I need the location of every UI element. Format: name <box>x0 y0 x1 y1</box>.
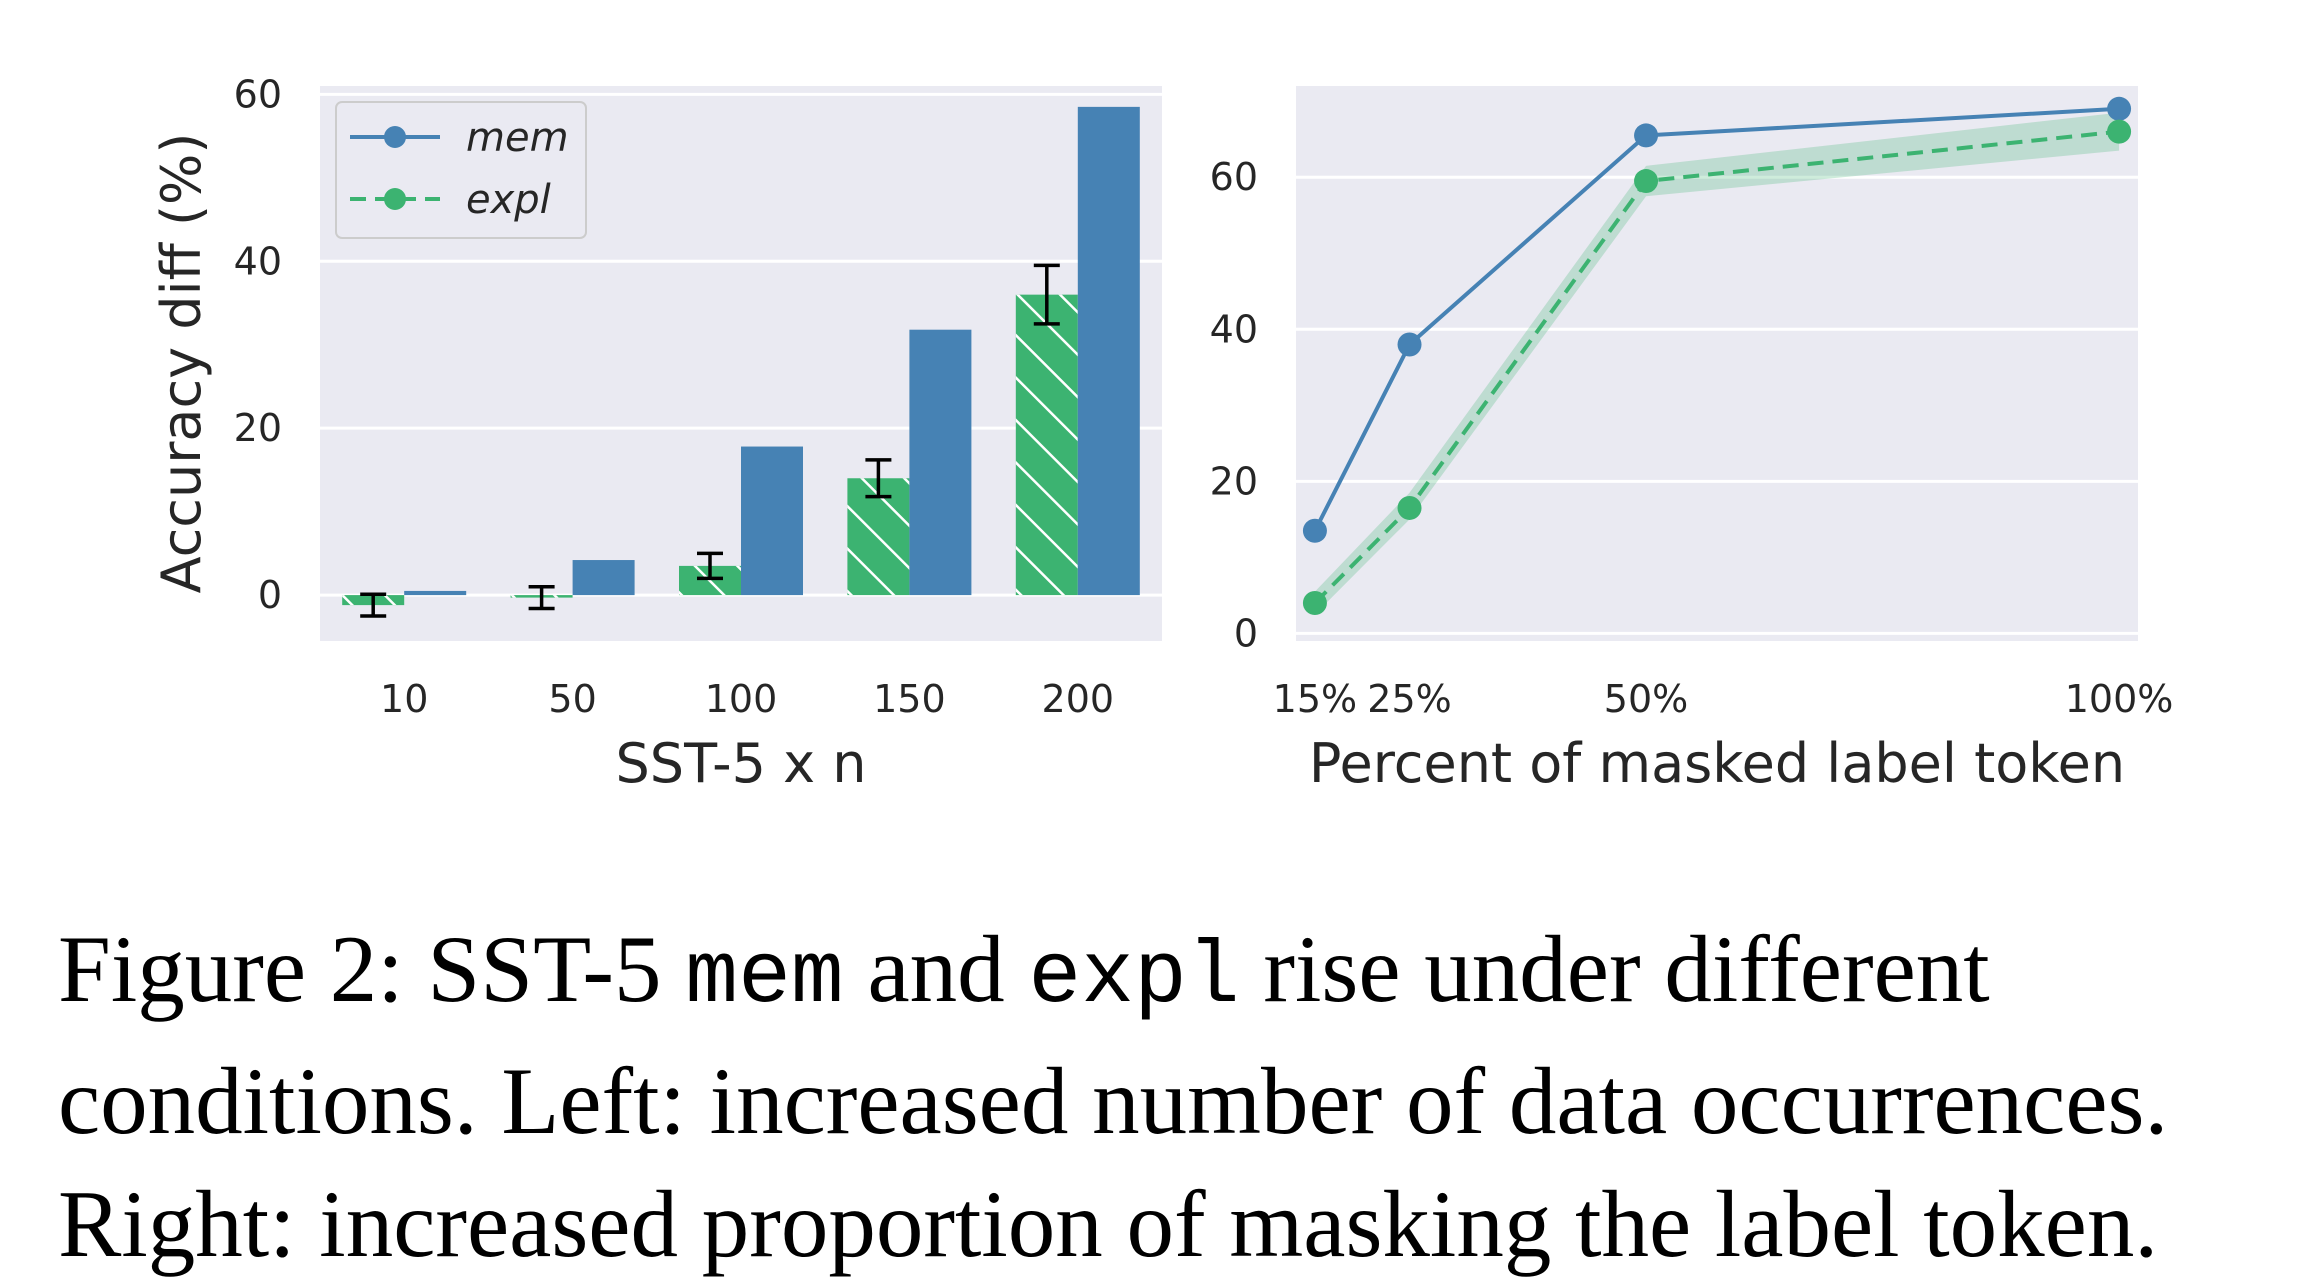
mem-series-line <box>1313 106 2120 532</box>
legend-expl-marker <box>384 188 406 210</box>
left-y-tick-label: 0 <box>258 573 282 617</box>
right-x-tick-label: 50% <box>1604 677 1688 721</box>
legend-expl-label: expl <box>466 177 551 223</box>
left-y-tick-labels: 0 20 40 60 <box>234 72 282 617</box>
mem-bar <box>1077 106 1140 596</box>
caption-text: Figure 2: SST-5 <box>58 916 686 1022</box>
right-y-tick-label: 60 <box>1210 155 1258 199</box>
mem-bar <box>741 446 803 596</box>
left-y-axis-label: Accuracy diff (%) <box>150 133 213 594</box>
left-error-bars <box>360 263 1060 618</box>
right-y-tick-labels: 0 20 40 60 <box>1210 155 1258 655</box>
right-y-tick-label: 0 <box>1234 611 1258 655</box>
right-y-tick-label: 20 <box>1210 459 1258 503</box>
left-x-tick-label: 50 <box>548 677 596 721</box>
legend: mem expl <box>335 101 587 239</box>
mem-point <box>1397 332 1422 357</box>
mem-bar <box>909 329 972 596</box>
caption-line-1: Figure 2: SST-5 mem and expl rise under … <box>58 908 2268 1040</box>
expl-point <box>2107 119 2132 144</box>
mem-point <box>2107 96 2132 121</box>
left-x-tick-label: 100 <box>705 677 778 721</box>
caption-code-mem: mem <box>685 929 844 1028</box>
mem-point <box>1302 518 1327 543</box>
expl-point <box>1397 495 1422 520</box>
right-x-tick-label: 25% <box>1367 677 1451 721</box>
right-y-tick-label: 40 <box>1210 307 1258 351</box>
legend-mem-label: mem <box>466 115 569 161</box>
right-gridlines <box>1296 175 2138 635</box>
right-x-tick-label: 15% <box>1273 677 1357 721</box>
right-x-tick-label: 100% <box>2065 677 2174 721</box>
caption-line-3: Right: increased proportion of masking t… <box>58 1171 2159 1277</box>
expl-series-line <box>1313 129 2120 605</box>
right-chart: 0 20 40 60 15% 25% 50% 100% Percent of masked … <box>1210 86 2174 795</box>
left-y-tick-label: 60 <box>234 72 282 116</box>
left-x-axis-label: SST-5 x n <box>616 732 867 795</box>
caption-line-2: conditions. Left: increased number of da… <box>58 1048 2169 1154</box>
figure-caption: Figure 2: SST-5 mem and expl rise under … <box>58 908 2268 1286</box>
expl-point <box>1634 169 1659 194</box>
mem-point <box>1634 123 1659 148</box>
left-chart: 0 20 40 60 10 50 100 150 200 SST-5 x n Accuracy… <box>150 72 1162 795</box>
mem-bar <box>404 590 467 596</box>
legend-mem-marker <box>384 126 406 148</box>
left-y-tick-label: 40 <box>234 239 282 283</box>
caption-code-expl: expl <box>1028 929 1240 1028</box>
left-x-tick-label: 150 <box>873 677 946 721</box>
left-bars <box>342 106 1140 606</box>
left-x-tick-label: 200 <box>1042 677 1115 721</box>
right-x-tick-labels: 15% 25% 50% 100% <box>1273 677 2174 721</box>
left-y-tick-label: 20 <box>234 406 282 450</box>
right-points <box>1302 96 2132 615</box>
expl-bar-hatch <box>1015 294 1078 596</box>
caption-text: rise under different <box>1239 916 1990 1022</box>
expl-point <box>1302 590 1327 615</box>
mem-bar <box>572 560 635 596</box>
caption-text: and <box>843 916 1029 1022</box>
left-x-tick-labels: 10 50 100 150 200 <box>380 677 1114 721</box>
right-x-axis-label: Percent of masked label token <box>1309 732 2125 795</box>
left-x-tick-label: 10 <box>380 677 428 721</box>
